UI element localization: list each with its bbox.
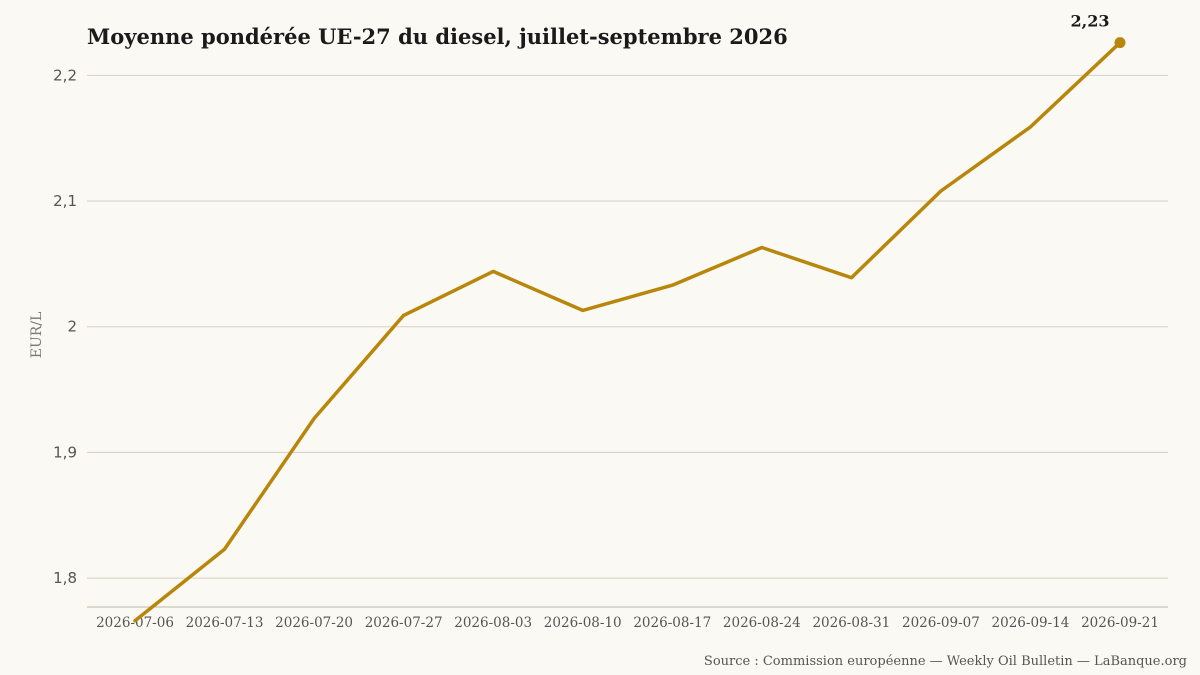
series-layer: 2,23 [133, 12, 1126, 623]
y-tick-label: 2,2 [53, 66, 77, 84]
x-tick-label: 2026-09-07 [902, 615, 980, 631]
x-tick-label: 2026-07-06 [96, 615, 174, 631]
x-tick-label: 2026-08-03 [454, 615, 532, 631]
x-tick-label: 2026-09-14 [992, 615, 1070, 631]
y-tick-label: 1,9 [53, 443, 77, 461]
x-tick-label: 2026-07-27 [365, 615, 443, 631]
y-tick-label: 2,1 [53, 192, 77, 210]
x-tick-label: 2026-07-20 [275, 615, 353, 631]
x-tick-label: 2026-08-24 [723, 615, 801, 631]
x-tick-label: 2026-07-13 [186, 615, 264, 631]
x-tick-label: 2026-08-10 [544, 615, 622, 631]
chart-title: Moyenne pondérée UE-27 du diesel, juille… [87, 24, 788, 49]
y-axis-label: EUR/L [29, 312, 45, 359]
last-point-marker [1114, 37, 1126, 49]
x-tick-labels: 2026-07-06 2026-07-13 2026-07-20 2026-07-27… [96, 615, 1159, 631]
x-tick-label: 2026-09-21 [1081, 615, 1159, 631]
x-tick-label: 2026-08-31 [812, 615, 890, 631]
last-point-label: 2,23 [1071, 12, 1110, 31]
source-note: Source : Commission européenne — Weekly … [704, 654, 1187, 669]
y-tick-label: 1,8 [53, 569, 77, 587]
y-tick-labels: 1,8 1,9 2 2,1 2,2 [53, 66, 77, 587]
gridlines [87, 74, 1168, 579]
series-line [133, 40, 1122, 623]
x-tick-label: 2026-08-17 [633, 615, 711, 631]
y-tick-label: 2 [67, 318, 77, 336]
